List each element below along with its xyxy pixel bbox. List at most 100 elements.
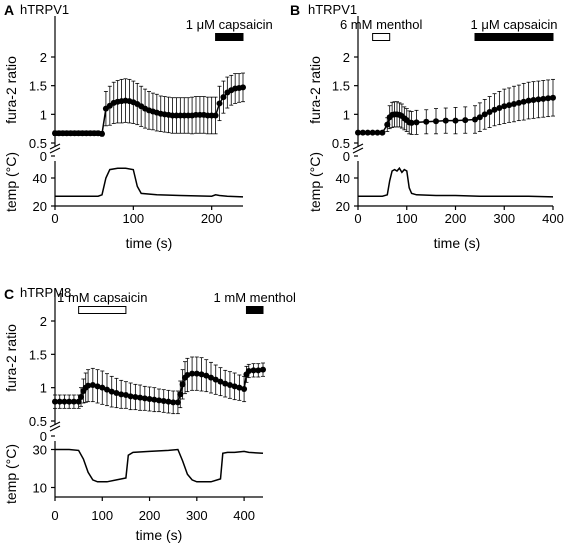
ratio-point bbox=[364, 129, 371, 136]
ratio-point bbox=[501, 103, 508, 110]
ratio-point bbox=[122, 392, 129, 398]
y-tick-label: 40 bbox=[336, 171, 350, 186]
ratio-point bbox=[250, 367, 257, 374]
ylabel-temp: temp (°C) bbox=[3, 152, 19, 212]
ratio-point bbox=[515, 99, 522, 106]
y-tick-label: 0.5 bbox=[29, 136, 47, 151]
ratio-point bbox=[193, 370, 200, 377]
stimulus-bar bbox=[245, 306, 264, 314]
ratio-point bbox=[384, 121, 391, 128]
x-tick-label: 200 bbox=[445, 211, 467, 226]
ratio-point bbox=[146, 396, 153, 402]
xlabel: time (s) bbox=[434, 235, 481, 251]
ylabel-temp: temp (°C) bbox=[3, 444, 19, 504]
ratio-point bbox=[160, 398, 167, 404]
ratio-point bbox=[226, 382, 233, 388]
x-tick-label: 200 bbox=[139, 508, 161, 523]
x-tick-label: 400 bbox=[542, 211, 564, 226]
axis-break-mark bbox=[49, 421, 61, 428]
ratio-point bbox=[550, 94, 556, 101]
ratio-point bbox=[127, 393, 134, 400]
x-tick-label: 200 bbox=[201, 211, 223, 226]
panel-title: hTRPM8 bbox=[20, 285, 71, 300]
stimulus-label: 1 μM capsaicin bbox=[471, 17, 558, 32]
ratio-point bbox=[104, 386, 110, 393]
ratio-point bbox=[442, 117, 449, 124]
ratio-point bbox=[94, 383, 101, 390]
ratio-point bbox=[379, 129, 386, 136]
ratio-point bbox=[245, 368, 252, 374]
ratio-point bbox=[108, 388, 115, 395]
ratio-point bbox=[433, 118, 439, 125]
ratio-point bbox=[170, 399, 177, 406]
y-tick-label: 2 bbox=[40, 314, 47, 329]
ratio-point bbox=[137, 394, 144, 401]
x-tick-label: 300 bbox=[186, 508, 208, 523]
ratio-point bbox=[75, 398, 82, 405]
y-tick-label: 0.5 bbox=[29, 414, 47, 429]
ratio-point bbox=[165, 398, 172, 405]
temperature-line bbox=[55, 167, 244, 198]
ratio-point bbox=[174, 399, 181, 406]
stimulus-label: 6 mM menthol bbox=[340, 17, 422, 32]
ratio-point bbox=[452, 117, 459, 124]
ratio-point bbox=[260, 366, 266, 373]
ratio-point bbox=[530, 97, 537, 103]
ratio-point bbox=[85, 382, 92, 389]
ratio-point bbox=[525, 97, 532, 104]
ratio-point bbox=[179, 381, 186, 388]
ratio-point bbox=[151, 396, 158, 403]
stimulus-bar bbox=[215, 33, 244, 41]
panel-title: hTRPV1 bbox=[20, 2, 69, 17]
y-tick-label: 20 bbox=[336, 199, 350, 214]
ratio-point bbox=[535, 96, 542, 103]
ratio-point bbox=[141, 395, 148, 402]
panel-letter: B bbox=[290, 2, 300, 18]
panel-a: A hTRPV1 fura-2 ratio temp (°C) time (s)… bbox=[3, 2, 273, 251]
ratio-point bbox=[359, 129, 366, 136]
panel-b: B hTRPV1 fura-2 ratio temp (°C) time (s)… bbox=[290, 2, 564, 251]
ratio-point bbox=[481, 111, 488, 118]
y-tick-label: 1.5 bbox=[29, 347, 47, 362]
temperature-line bbox=[55, 448, 264, 483]
ratio-point bbox=[255, 367, 262, 374]
temperature-line bbox=[358, 166, 554, 198]
y-tick-label: 0 bbox=[343, 149, 350, 164]
ratio-point bbox=[511, 101, 517, 108]
ratio-point bbox=[66, 398, 73, 405]
ratio-point bbox=[423, 118, 430, 125]
x-tick-label: 0 bbox=[354, 211, 361, 226]
error-bars bbox=[53, 356, 265, 415]
x-tick-label: 400 bbox=[233, 508, 255, 523]
ratio-point bbox=[355, 129, 361, 136]
xlabel: time (s) bbox=[136, 527, 183, 543]
ratio-point bbox=[99, 130, 105, 137]
axis-break-mark bbox=[49, 425, 61, 432]
panel-title: hTRPV1 bbox=[308, 2, 357, 17]
ratio-point bbox=[231, 383, 238, 390]
ratio-point bbox=[240, 84, 246, 91]
ratio-point bbox=[217, 378, 224, 385]
ratio-point bbox=[198, 371, 205, 378]
ratio-point bbox=[212, 376, 219, 383]
ratio-point bbox=[203, 372, 210, 379]
ratio-point bbox=[540, 95, 547, 102]
ratio-point bbox=[132, 394, 139, 400]
y-tick-label: 1 bbox=[40, 107, 47, 122]
ratio-point bbox=[216, 100, 223, 107]
panel-c: C hTRPM8 fura-2 ratio temp (°C) time (s)… bbox=[3, 285, 296, 543]
x-tick-label: 100 bbox=[122, 211, 144, 226]
y-tick-label: 1.5 bbox=[29, 79, 47, 94]
ratio-point bbox=[545, 95, 552, 102]
ratio-point bbox=[462, 117, 469, 124]
ratio-point bbox=[491, 106, 498, 113]
x-tick-label: 0 bbox=[51, 211, 58, 226]
ratio-point bbox=[241, 386, 248, 392]
stimulus-bar bbox=[474, 33, 554, 41]
ratio-point bbox=[496, 105, 503, 112]
ratio-point bbox=[212, 112, 219, 119]
panel-letter: C bbox=[4, 286, 14, 302]
